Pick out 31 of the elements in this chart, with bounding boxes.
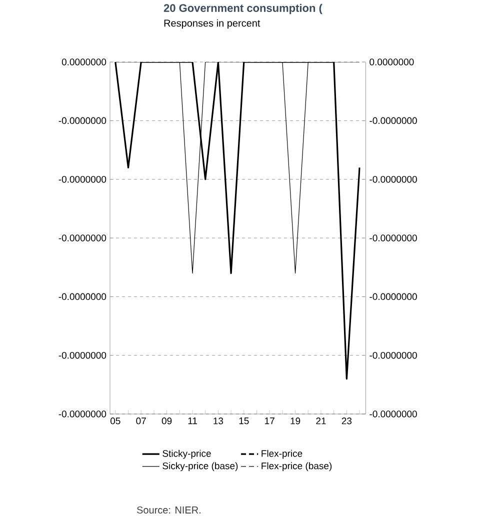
y-tick-label: -0.0000000 [58, 352, 106, 359]
y2-tick-label: -0.0000000 [370, 293, 417, 300]
x-tick-label: 17 [265, 418, 274, 424]
x-tick-label: 13 [214, 418, 224, 424]
x-tick-label: 07 [136, 418, 146, 424]
x-tick-label: 19 [290, 418, 300, 424]
y-tick-label: -0.0000000 [58, 293, 106, 300]
x-tick-label: 23 [342, 418, 352, 424]
y2-tick-label: -0.0000000 [370, 352, 417, 359]
x-tick-label: 15 [239, 418, 249, 424]
chart-subtitle: Responses in percent [164, 19, 260, 29]
legend-label: Flex-price [262, 450, 302, 459]
legend-label: Sticky-price [162, 450, 211, 459]
y-tick-label: 0.0000000 [62, 58, 106, 66]
y-tick-label: -0.0000000 [58, 234, 106, 242]
x-tick-label: 11 [188, 418, 197, 424]
x-tick-label: 09 [162, 418, 172, 424]
y2-tick-label: -0.0000000 [370, 234, 417, 242]
legend-label: Flex-price (base) [262, 462, 332, 472]
y2-tick-label: -0.0000000 [370, 117, 417, 124]
y2-tick-label: -0.0000000 [370, 410, 417, 418]
y-tick-label: -0.0000000 [58, 410, 106, 418]
y-tick-label: -0.0000000 [58, 176, 106, 183]
legend-label: Sicky-price (base) [162, 462, 238, 472]
source-note: Source: NIER. [136, 506, 200, 514]
y2-tick-label: 0.0000000 [370, 58, 414, 66]
chart-title: 20 Government consumption ( [164, 4, 322, 14]
y-tick-label: -0.0000000 [58, 117, 106, 124]
x-tick-label: 05 [110, 418, 120, 424]
y2-tick-label: -0.0000000 [370, 176, 417, 183]
x-tick-label: 21 [316, 418, 326, 424]
